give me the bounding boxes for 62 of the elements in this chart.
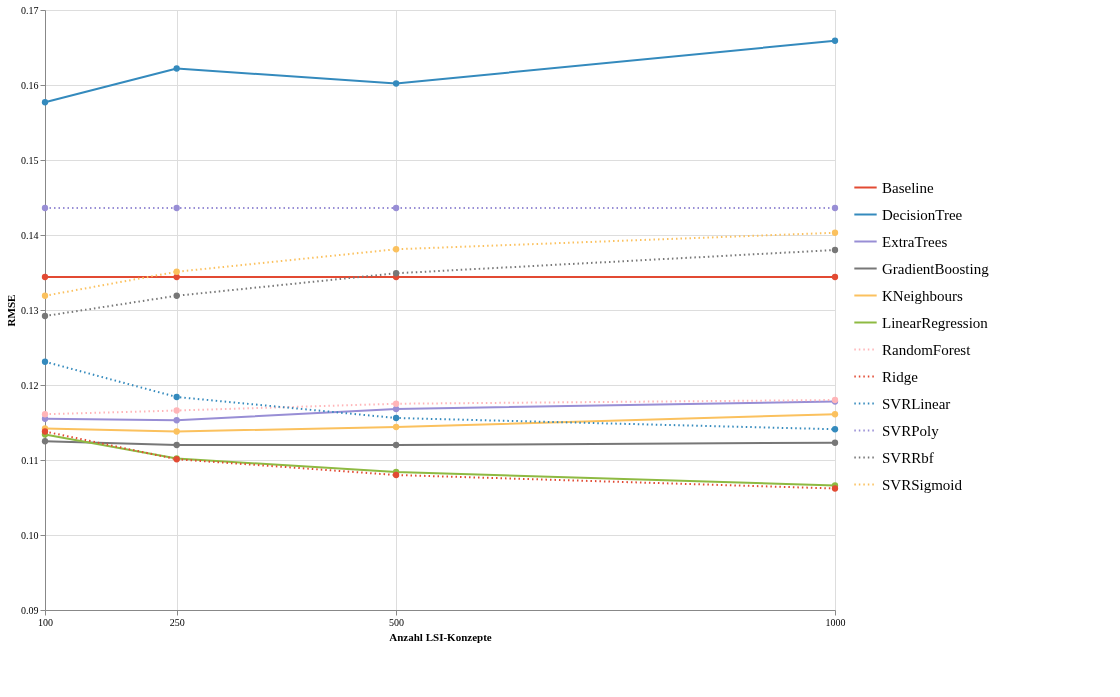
point	[392, 441, 400, 449]
point	[173, 441, 180, 449]
point	[41, 273, 49, 281]
point	[392, 246, 400, 253]
y-tick-label: 0.13	[21, 304, 39, 316]
point	[831, 204, 839, 212]
legend-label: SVRPoly	[882, 422, 940, 439]
point	[173, 268, 180, 275]
point	[831, 246, 839, 254]
point	[831, 439, 839, 446]
legend-label: ExtraTrees	[882, 233, 948, 250]
x-tick-label: 250	[169, 616, 185, 628]
y-axis-title: RMSE	[5, 294, 17, 327]
point	[392, 423, 400, 431]
x-tick-label: 1000	[825, 616, 846, 628]
legend-label: GradientBoosting	[882, 260, 990, 277]
point	[173, 428, 180, 435]
legend-label: LinearRegression	[882, 314, 989, 331]
legend-label: RandomForest	[882, 341, 972, 358]
point	[831, 37, 839, 44]
y-tick-label: 0.10	[21, 529, 39, 541]
point	[41, 204, 49, 212]
x-tick-label: 100	[38, 616, 53, 628]
y-tick-label: 0.09	[21, 604, 39, 616]
legend-label: Ridge	[882, 368, 919, 385]
x-axis-title: Anzahl LSI-Konzepte	[389, 630, 492, 643]
point	[41, 292, 49, 299]
y-tick-label: 0.16	[21, 79, 39, 91]
point	[392, 414, 400, 422]
point	[173, 204, 180, 212]
point	[173, 65, 180, 72]
y-tick-label: 0.14	[21, 229, 39, 241]
point	[41, 358, 49, 365]
point	[173, 292, 180, 299]
point	[392, 405, 400, 413]
point	[173, 417, 180, 424]
legend-label: DecisionTree	[882, 206, 963, 223]
point	[41, 312, 49, 320]
point	[392, 80, 400, 87]
point	[41, 99, 49, 106]
legend-label: SVRSigmoid	[882, 476, 963, 493]
legend-label: SVRRbf	[882, 449, 934, 466]
point	[831, 426, 839, 433]
x-tick-label: 500	[389, 616, 405, 628]
point	[392, 204, 400, 212]
y-tick-label: 0.15	[21, 154, 39, 166]
point	[173, 273, 180, 281]
point	[392, 270, 400, 277]
y-tick-label: 0.11	[21, 454, 39, 466]
point	[831, 273, 839, 281]
y-tick-label: 0.12	[21, 379, 39, 391]
point	[173, 393, 180, 401]
point	[392, 400, 400, 407]
point	[831, 411, 839, 418]
legend-label: KNeighbours	[882, 287, 963, 304]
y-tick-label: 0.17	[21, 4, 39, 16]
point	[173, 407, 180, 414]
point	[41, 411, 49, 418]
legend-label: Baseline	[882, 179, 934, 196]
legend-label: SVRLinear	[882, 395, 951, 412]
point	[41, 438, 49, 445]
point	[831, 229, 839, 236]
